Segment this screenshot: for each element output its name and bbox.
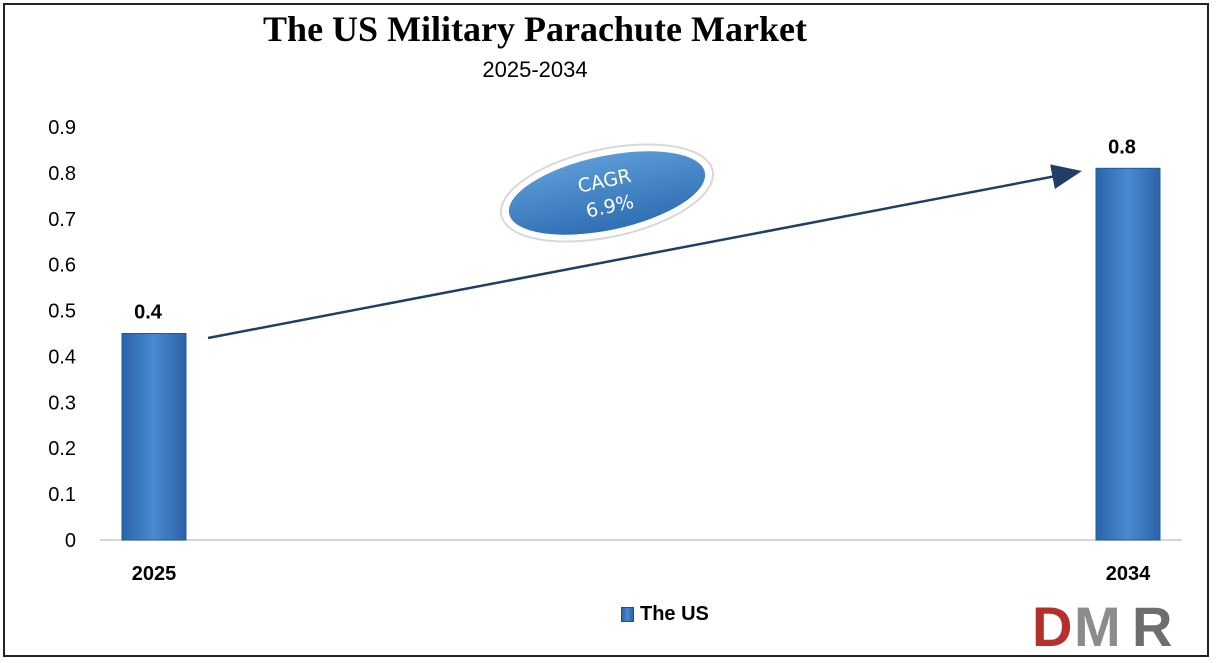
logo-letter-d: D [1032, 600, 1072, 652]
chart-title: The US Military Parachute Market [263, 9, 807, 49]
x-tick-label-2034: 2034 [1106, 563, 1151, 585]
y-tick-label: 0.4 [48, 346, 76, 368]
bar-series: 0.4 0.8 [121, 136, 1161, 541]
bar-2025 [121, 333, 187, 541]
dmr-logo: D M R [1032, 600, 1172, 652]
logo-letter-m: M [1074, 600, 1121, 652]
legend-swatch [621, 607, 634, 622]
bar-2034 [1095, 167, 1161, 541]
data-label-2034: 0.8 [1108, 136, 1136, 158]
y-tick-label: 0.5 [48, 301, 76, 323]
y-tick-label: 0.6 [48, 255, 76, 277]
y-tick-label: 0.9 [48, 117, 76, 139]
data-label-2025: 0.4 [134, 302, 163, 324]
cagr-badge: CAGR 6.9% [499, 143, 715, 243]
chart-frame [3, 3, 1209, 657]
chart-subtitle: 2025-2034 [482, 57, 588, 82]
legend: The US [621, 603, 709, 626]
x-tick-label-2025: 2025 [132, 563, 177, 585]
y-tick-label: 0.8 [48, 163, 76, 185]
y-tick-label: 0.3 [48, 392, 76, 414]
y-tick-label: 0.7 [48, 209, 76, 231]
y-tick-label: 0.1 [48, 484, 76, 506]
y-axis-ticks: 0 0.1 0.2 0.3 0.4 0.5 0.6 0.7 0.8 0.9 [48, 117, 76, 552]
growth-arrow [207, 164, 1082, 340]
legend-label: The US [640, 603, 709, 625]
x-axis-labels: 2025 2034 [132, 563, 1151, 585]
y-tick-label: 0 [65, 530, 76, 552]
y-tick-label: 0.2 [48, 438, 76, 460]
logo-letter-r: R [1132, 600, 1172, 652]
